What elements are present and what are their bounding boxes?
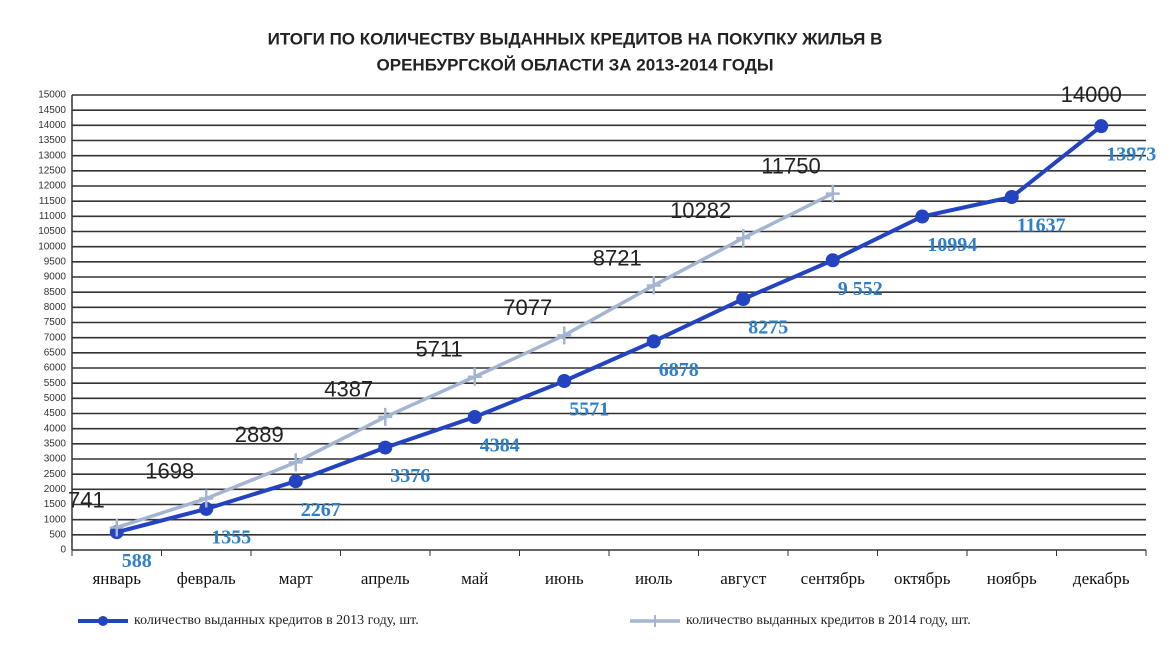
marker bbox=[378, 407, 393, 426]
chart-title: ОРЕНБУРГСКОЙ ОБЛАСТИ ЗА 2013-2014 ГОДЫ bbox=[377, 55, 774, 74]
y-tick-label: 14500 bbox=[38, 105, 66, 116]
marker bbox=[1004, 190, 1019, 205]
marker bbox=[288, 453, 303, 472]
y-tick-label: 13000 bbox=[38, 150, 66, 161]
y-tick-label: 13500 bbox=[38, 135, 66, 146]
legend-marker bbox=[98, 616, 108, 626]
x-tick-label: декабрь bbox=[1073, 569, 1130, 588]
x-tick-label: октябрь bbox=[894, 569, 951, 588]
marker bbox=[736, 291, 751, 306]
data-label: 741 bbox=[68, 487, 105, 512]
data-label: 3376 bbox=[390, 465, 430, 487]
marker bbox=[288, 474, 303, 489]
y-tick-label: 6500 bbox=[44, 347, 67, 358]
y-tick-label: 1000 bbox=[44, 514, 67, 525]
marker bbox=[915, 209, 930, 224]
data-label: 9 552 bbox=[838, 278, 883, 300]
y-tick-label: 5500 bbox=[44, 378, 67, 389]
legend-label: количество выданных кредитов в 2014 году… bbox=[686, 613, 971, 628]
data-label: 4384 bbox=[480, 435, 520, 457]
marker bbox=[557, 326, 572, 345]
data-label: 13973 bbox=[1106, 144, 1156, 166]
data-label: 1355 bbox=[211, 526, 251, 548]
data-label: 2889 bbox=[235, 422, 284, 447]
x-tick-label: февраль bbox=[177, 569, 236, 588]
legend-marker bbox=[650, 615, 660, 627]
x-tick-label: май bbox=[461, 569, 488, 588]
y-tick-label: 3000 bbox=[44, 454, 67, 465]
y-tick-label: 11500 bbox=[39, 196, 67, 207]
data-label: 10282 bbox=[670, 198, 731, 223]
y-tick-label: 7000 bbox=[44, 332, 67, 343]
y-tick-label: 4500 bbox=[44, 408, 67, 419]
data-label: 10994 bbox=[927, 234, 977, 256]
marker bbox=[378, 440, 393, 455]
series-line bbox=[116, 124, 1103, 535]
y-tick-label: 9000 bbox=[44, 272, 67, 283]
y-tick-label: 8500 bbox=[44, 287, 67, 298]
data-label: 7077 bbox=[503, 295, 552, 320]
data-label: 11637 bbox=[1017, 215, 1066, 237]
y-tick-label: 500 bbox=[49, 529, 66, 540]
marker bbox=[199, 501, 214, 516]
y-tick-label: 3500 bbox=[44, 438, 67, 449]
y-tick-label: 4000 bbox=[44, 423, 67, 434]
data-label: 1698 bbox=[145, 458, 194, 483]
legend-label: количество выданных кредитов в 2013 году… bbox=[134, 613, 419, 628]
chart-title: ИТОГИ ПО КОЛИЧЕСТВУ ВЫДАННЫХ КРЕДИТОВ НА… bbox=[268, 29, 883, 48]
marker bbox=[467, 367, 482, 386]
data-label: 588 bbox=[122, 550, 152, 572]
data-label: 5711 bbox=[415, 337, 462, 362]
marker bbox=[1094, 119, 1109, 134]
marker bbox=[646, 334, 661, 349]
marker bbox=[199, 489, 214, 508]
y-tick-label: 8000 bbox=[44, 302, 67, 313]
marker bbox=[825, 253, 840, 268]
y-tick-label: 5000 bbox=[44, 393, 67, 404]
x-tick-label: апрель bbox=[361, 569, 410, 588]
y-tick-label: 6000 bbox=[44, 363, 67, 374]
data-label: 8275 bbox=[748, 317, 788, 339]
x-tick-label: январь bbox=[92, 569, 141, 588]
y-tick-label: 11000 bbox=[39, 211, 67, 222]
y-tick-label: 10000 bbox=[38, 241, 66, 252]
marker bbox=[109, 518, 124, 537]
x-tick-label: июнь bbox=[545, 569, 584, 588]
data-label: 11750 bbox=[761, 153, 821, 178]
y-tick-label: 9500 bbox=[44, 256, 67, 267]
y-tick-label: 7500 bbox=[44, 317, 67, 328]
y-tick-label: 2500 bbox=[44, 469, 67, 480]
y-tick-label: 12000 bbox=[38, 181, 66, 192]
annotation: 14000 bbox=[1061, 82, 1122, 107]
data-label: 6878 bbox=[659, 359, 699, 381]
y-tick-label: 2000 bbox=[44, 484, 67, 495]
y-tick-label: 1500 bbox=[44, 499, 67, 510]
y-tick-label: 10500 bbox=[38, 226, 66, 237]
marker bbox=[825, 184, 840, 203]
y-tick-label: 12500 bbox=[38, 165, 66, 176]
data-label: 8721 bbox=[593, 245, 642, 270]
x-tick-label: сентябрь bbox=[801, 569, 866, 588]
marker bbox=[736, 229, 751, 248]
data-label: 2267 bbox=[301, 499, 341, 521]
marker bbox=[646, 276, 661, 295]
x-tick-label: август bbox=[720, 569, 767, 588]
data-label: 4387 bbox=[324, 377, 373, 402]
marker bbox=[467, 410, 482, 425]
series-line bbox=[116, 192, 834, 530]
x-tick-label: ноябрь bbox=[987, 569, 1037, 588]
data-label: 5571 bbox=[569, 399, 609, 421]
marker bbox=[557, 374, 572, 389]
x-tick-label: март bbox=[279, 569, 313, 588]
y-tick-label: 14000 bbox=[38, 120, 66, 131]
x-tick-label: июль bbox=[635, 569, 673, 588]
y-tick-label: 15000 bbox=[38, 90, 66, 101]
y-tick-label: 0 bbox=[60, 545, 66, 556]
